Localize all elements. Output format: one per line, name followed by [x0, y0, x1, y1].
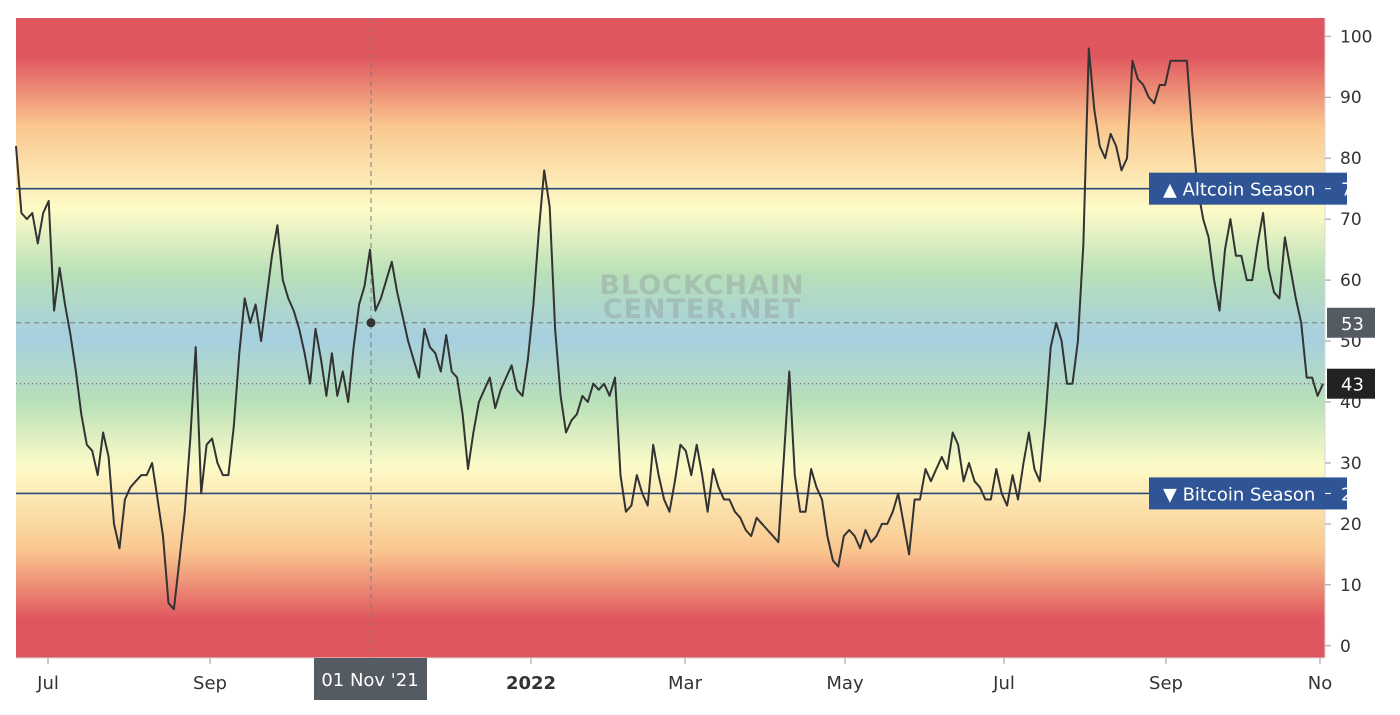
y-tick-label: 10 — [1340, 576, 1362, 596]
y-tick-label: 30 — [1340, 454, 1362, 474]
threshold-labels: ▲ Altcoin Season 75 ▼ Bitcoin Season 25 53 43 — [1149, 172, 1375, 510]
y-tick-label: 20 — [1340, 515, 1362, 535]
price-label-dark: 43 — [1327, 368, 1375, 399]
series-group — [15, 47, 1324, 611]
x-tick-label: May — [826, 673, 864, 694]
watermark-line-1: BLOCKCHAIN — [599, 270, 804, 301]
x-axis: Jul Sep 2022 Mar May Jul Sep No — [36, 658, 1332, 694]
threshold-label-value: 75 — [1341, 180, 1364, 201]
altcoin-season-label: ▲ Altcoin Season 75 — [1149, 172, 1364, 205]
x-tick-label: Sep — [193, 673, 227, 694]
x-tick-label: Jul — [36, 673, 59, 694]
bitcoin-season-label: ▼ Bitcoin Season 25 — [1149, 477, 1364, 510]
series-line — [15, 47, 1324, 611]
threshold-label-text: ▼ Bitcoin Season — [1163, 484, 1315, 505]
y-tick-label: 90 — [1340, 88, 1362, 108]
crosshair-dot — [366, 318, 376, 328]
watermark-line-2: CENTER.NET — [603, 294, 802, 325]
threshold-label-bg — [1149, 172, 1347, 205]
watermark: BLOCKCHAIN CENTER.NET — [599, 270, 804, 325]
y-tick-label: 60 — [1340, 271, 1362, 291]
price-label-bg — [1327, 307, 1375, 338]
x-tick-label: Mar — [668, 673, 703, 694]
crosshair-x-label: 01 Nov '21 — [314, 658, 427, 700]
x-tick-label: Sep — [1149, 673, 1183, 694]
threshold-label-text: ▲ Altcoin Season — [1163, 180, 1315, 201]
x-tick-label: Jul — [992, 673, 1015, 694]
plot-background — [16, 18, 1325, 658]
crosshair-x-label-bg — [314, 658, 427, 700]
price-label-value: 43 — [1341, 375, 1364, 396]
price-label-gray: 53 — [1327, 307, 1375, 338]
x-tick-label: 2022 — [506, 673, 556, 694]
y-tick-label: 0 — [1340, 637, 1351, 657]
y-tick-label: 70 — [1340, 210, 1362, 230]
y-tick-label: 80 — [1340, 149, 1362, 169]
y-tick-label: 100 — [1340, 27, 1372, 47]
price-label-bg — [1327, 368, 1375, 399]
crosshair-x-label-text: 01 Nov '21 — [321, 670, 418, 691]
threshold-label-value: 25 — [1341, 484, 1364, 505]
threshold-label-bg — [1149, 477, 1347, 510]
x-tick-label: No — [1308, 673, 1332, 694]
price-label-value: 53 — [1341, 314, 1364, 335]
